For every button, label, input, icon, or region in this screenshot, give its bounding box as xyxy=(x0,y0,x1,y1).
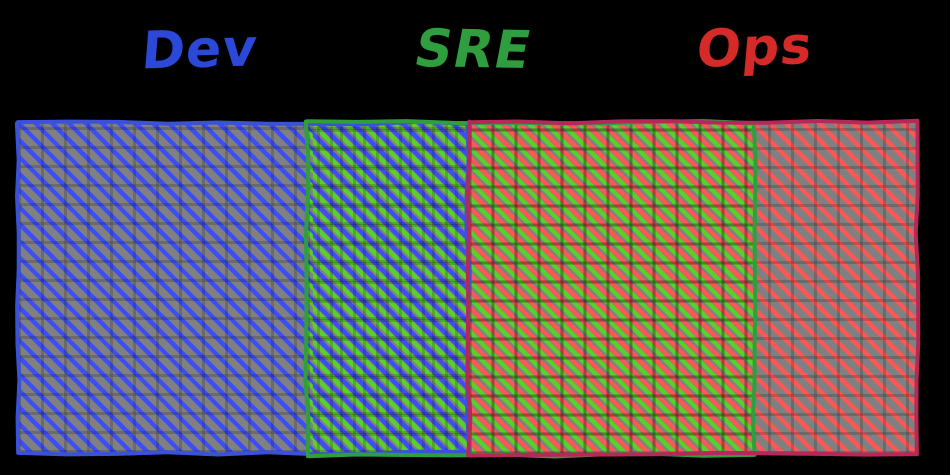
texture-noise-ops xyxy=(469,122,917,454)
label-sre-text: SRE xyxy=(409,18,537,82)
label-ops-text: Ops xyxy=(694,16,816,80)
label-dev-text: Dev xyxy=(139,18,261,82)
label-ops: Ops xyxy=(555,16,950,80)
